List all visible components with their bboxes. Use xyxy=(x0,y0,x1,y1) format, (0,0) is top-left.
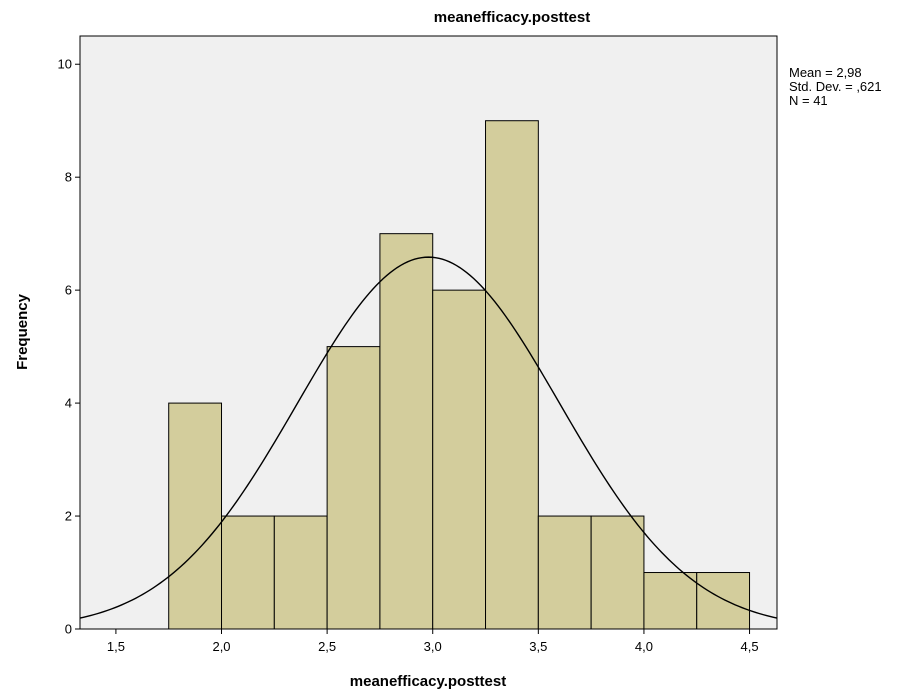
histogram-bar-6 xyxy=(485,120,539,630)
histogram-bar-2 xyxy=(273,515,328,630)
y-tick-label-5: 10 xyxy=(58,57,72,72)
y-axis: 0 2 4 6 8 10 xyxy=(58,57,80,637)
histogram-bar-8 xyxy=(590,515,645,630)
stat-std-dev: Std. Dev. = ,621 xyxy=(789,79,882,94)
x-axis-label: meanefficacy.posttest xyxy=(350,673,506,690)
histogram-bar-4 xyxy=(379,233,434,630)
x-tick-label-0: 1,5 xyxy=(107,639,125,654)
histogram-bar-10 xyxy=(696,572,751,630)
stats-box: Mean = 2,98 Std. Dev. = ,621 N = 41 xyxy=(789,65,882,108)
bars-layer xyxy=(168,120,751,630)
histogram-bar-0 xyxy=(168,402,223,630)
histogram-bar-5 xyxy=(432,289,487,630)
x-axis: 1,5 2,0 2,5 3,0 3,5 4,0 4,5 xyxy=(107,629,759,654)
x-tick-label-5: 4,0 xyxy=(635,639,653,654)
y-tick-label-2: 4 xyxy=(65,396,72,411)
x-tick-label-4: 3,5 xyxy=(529,639,547,654)
histogram-bar-7 xyxy=(537,515,592,630)
y-tick-label-4: 8 xyxy=(65,170,72,185)
y-tick-label-1: 2 xyxy=(65,509,72,524)
chart-title: meanefficacy.posttest xyxy=(434,9,590,26)
y-tick-label-3: 6 xyxy=(65,283,72,298)
x-tick-label-6: 4,5 xyxy=(741,639,759,654)
histogram-bar-3 xyxy=(326,346,381,630)
normal-curve xyxy=(79,256,778,619)
histogram-bar-1 xyxy=(221,515,275,630)
stat-mean: Mean = 2,98 xyxy=(789,65,862,80)
x-tick-label-1: 2,0 xyxy=(212,639,230,654)
y-axis-label: Frequency xyxy=(14,293,31,370)
stat-n: N = 41 xyxy=(789,93,828,108)
x-tick-label-2: 2,5 xyxy=(318,639,336,654)
x-tick-label-3: 3,0 xyxy=(424,639,442,654)
histogram-bar-9 xyxy=(643,572,698,630)
y-tick-label-0: 0 xyxy=(65,622,72,637)
